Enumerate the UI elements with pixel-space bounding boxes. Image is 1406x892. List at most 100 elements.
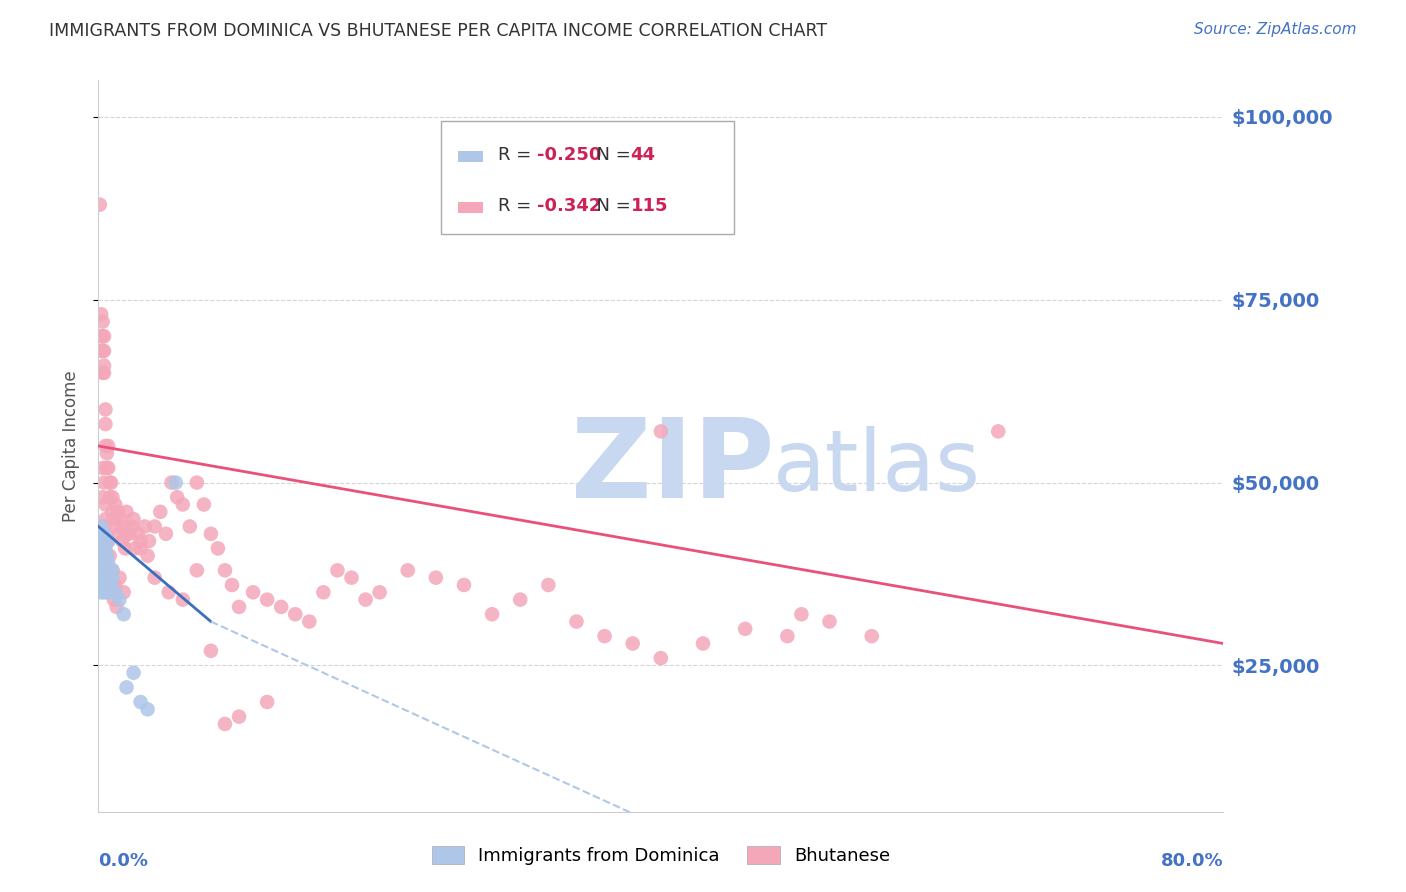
Point [93, 475, 115, 490]
Point [509, 592, 531, 607]
Text: 80.0%: 80.0% [1160, 852, 1223, 870]
Point [93, 329, 115, 343]
Point [340, 571, 363, 585]
Point [537, 578, 560, 592]
Point [93, 563, 115, 577]
Point [90, 578, 112, 592]
Point [91, 366, 114, 380]
Point [312, 585, 335, 599]
Point [91, 585, 114, 599]
Point [94, 417, 117, 431]
Text: 115: 115 [630, 196, 668, 215]
Point [127, 526, 149, 541]
Point [242, 585, 264, 599]
Point [101, 505, 124, 519]
Point [136, 549, 159, 563]
Point [93, 578, 115, 592]
Point [93, 366, 115, 380]
Point [96, 549, 118, 563]
Point [97, 534, 120, 549]
Point [143, 571, 166, 585]
Point [97, 439, 120, 453]
Point [94, 541, 117, 556]
Point [114, 541, 136, 556]
Point [108, 526, 131, 541]
Point [101, 563, 124, 577]
Point [155, 526, 177, 541]
Point [104, 585, 127, 599]
Point [96, 526, 118, 541]
Text: R =: R = [498, 196, 537, 215]
Point [96, 563, 118, 577]
Point [98, 475, 121, 490]
Point [228, 599, 250, 614]
Point [89, 197, 111, 211]
Point [90, 585, 112, 599]
Point [94, 578, 117, 592]
Text: ZIP: ZIP [571, 415, 775, 522]
Point [776, 629, 799, 643]
Point [136, 702, 159, 716]
Point [621, 636, 644, 650]
Point [93, 526, 115, 541]
Y-axis label: Per Capita Income: Per Capita Income [62, 370, 80, 522]
Point [97, 563, 120, 577]
Text: N =: N = [585, 196, 637, 215]
Point [121, 519, 143, 533]
Point [93, 541, 115, 556]
Point [143, 519, 166, 533]
Point [98, 490, 121, 504]
Point [94, 439, 117, 453]
Point [368, 585, 391, 599]
Point [129, 534, 152, 549]
Point [650, 425, 672, 439]
Point [91, 578, 114, 592]
Point [96, 571, 118, 585]
Point [200, 526, 222, 541]
Point [100, 578, 122, 592]
Point [221, 578, 243, 592]
Point [860, 629, 883, 643]
Point [129, 695, 152, 709]
Text: R =: R = [498, 145, 537, 163]
Point [90, 541, 112, 556]
Point [91, 490, 114, 504]
Point [91, 461, 114, 475]
Point [91, 556, 114, 570]
Point [298, 615, 321, 629]
Point [94, 534, 117, 549]
Point [91, 343, 114, 358]
Point [104, 578, 127, 592]
Point [790, 607, 813, 622]
Point [425, 571, 447, 585]
Text: 0.0%: 0.0% [98, 852, 149, 870]
Point [98, 585, 121, 599]
Point [98, 549, 121, 563]
Point [94, 402, 117, 417]
Point [97, 534, 120, 549]
Point [94, 563, 117, 577]
Point [453, 578, 475, 592]
Point [228, 709, 250, 723]
Point [97, 556, 120, 570]
Point [207, 541, 229, 556]
Point [100, 578, 122, 592]
Point [122, 512, 145, 526]
Point [103, 512, 125, 526]
Point [481, 607, 503, 622]
Text: atlas: atlas [773, 426, 981, 509]
Point [108, 571, 131, 585]
Point [118, 526, 141, 541]
Point [138, 534, 160, 549]
Point [129, 541, 152, 556]
Point [692, 636, 714, 650]
Point [124, 541, 146, 556]
Point [98, 563, 121, 577]
Point [186, 563, 208, 577]
Point [987, 425, 1010, 439]
Point [108, 592, 131, 607]
Point [200, 644, 222, 658]
FancyBboxPatch shape [441, 120, 734, 234]
Point [97, 461, 120, 475]
Point [186, 475, 208, 490]
